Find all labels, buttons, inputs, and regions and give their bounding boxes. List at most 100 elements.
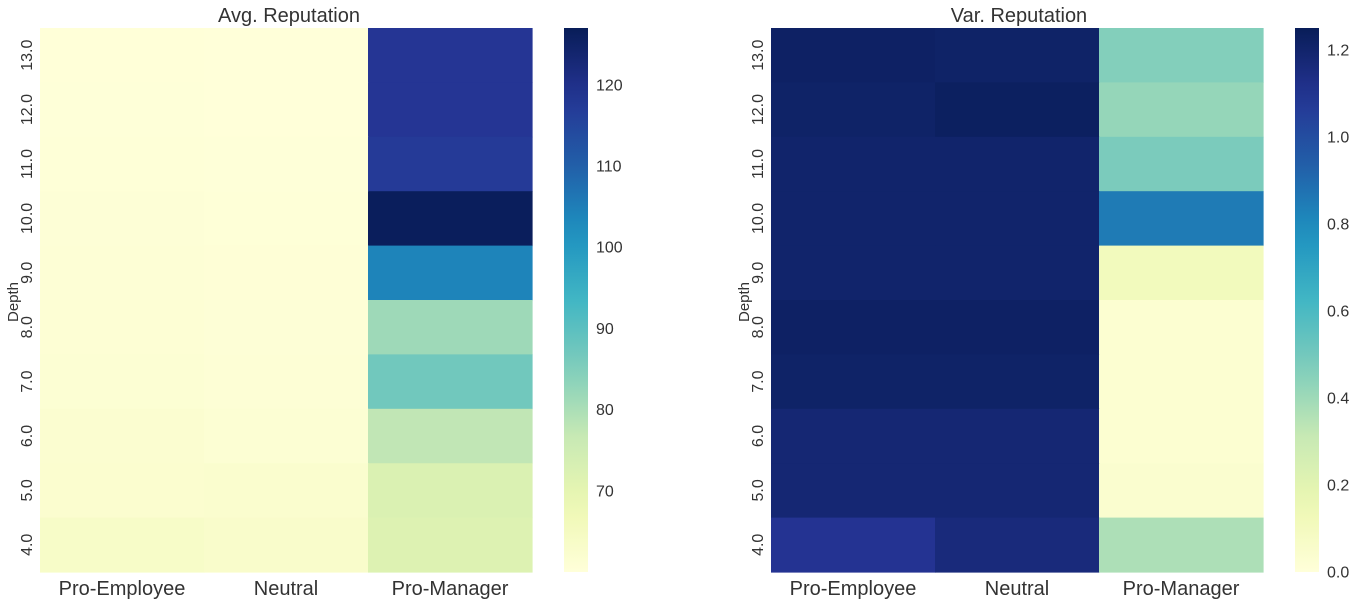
y-tick-label: 12.0	[19, 94, 36, 125]
x-tick-label: Pro-Employee	[59, 578, 186, 600]
colorbar-tick-label: 0.2	[1327, 478, 1349, 495]
y-tick-label: 5.0	[750, 479, 767, 501]
colorbar: 70 80 90 100 110 120	[564, 28, 623, 572]
heatmap-cell	[771, 82, 936, 138]
heatmap-cell	[40, 517, 205, 573]
y-tick-label: 12.0	[750, 94, 767, 125]
colorbar-gradient	[1295, 28, 1319, 572]
heatmap-cell	[368, 136, 533, 192]
y-tick-label: 4.0	[750, 534, 767, 556]
heatmap-cell	[368, 354, 533, 410]
y-tick-label: 13.0	[19, 40, 36, 71]
heatmap-cell	[204, 28, 369, 83]
heatmap-cell	[1099, 136, 1264, 192]
y-tick-label: 6.0	[750, 425, 767, 447]
y-tick-label: 11.0	[19, 149, 36, 179]
y-tick-label: 9.0	[19, 262, 36, 284]
y-tick-labels: 13.0 12.0 11.0 10.0 9.0 8.0 7.0 6.0 5.0 4.0	[750, 40, 767, 556]
x-tick-labels: Pro-Employee Neutral Pro-Manager	[59, 578, 509, 600]
heatmap-cell	[1099, 517, 1264, 573]
heatmap-cell	[368, 28, 533, 83]
y-tick-label: 7.0	[19, 370, 36, 392]
heatmap-cell	[1099, 463, 1264, 519]
heatmap-cell	[40, 463, 205, 519]
y-tick-label: 13.0	[750, 40, 767, 71]
colorbar-tick-label: 70	[596, 483, 614, 500]
heatmap-cell	[935, 354, 1100, 410]
heatmap-cell	[1099, 28, 1264, 83]
y-tick-label: 5.0	[19, 479, 36, 501]
chart-title: Var. Reputation	[951, 5, 1087, 27]
heatmap-cells	[771, 28, 1264, 573]
heatmap-cell	[935, 245, 1100, 301]
colorbar-tick-label: 0.8	[1327, 216, 1349, 233]
heatmap-cell	[1099, 245, 1264, 301]
heatmap-cell	[204, 354, 369, 410]
var-reputation-panel: Var. Reputation Depth 13.0 12.0 11.0 10.0 9.…	[736, 5, 1349, 600]
y-axis-label: Depth	[5, 282, 22, 322]
heatmap-cell	[40, 82, 205, 138]
heatmap-cell	[1099, 300, 1264, 355]
heatmap-cell	[40, 300, 205, 355]
avg-reputation-panel: Avg. Reputation Depth 13.0 12.0 11.0 10.0 9.…	[5, 5, 623, 600]
heatmap-cell	[204, 136, 369, 192]
heatmap-cell	[771, 245, 936, 301]
heatmap-cell	[368, 245, 533, 301]
heatmap-cell	[1099, 82, 1264, 138]
y-tick-label: 4.0	[19, 534, 36, 556]
colorbar-tick-label: 100	[596, 240, 623, 257]
x-tick-label: Neutral	[985, 578, 1049, 600]
heatmap-cell	[368, 408, 533, 464]
y-tick-label: 10.0	[750, 203, 767, 234]
heatmap-cell	[1099, 408, 1264, 464]
heatmap-cell	[935, 517, 1100, 573]
heatmap-cell	[40, 245, 205, 301]
heatmap-cell	[204, 191, 369, 247]
colorbar-tick-label: 0.4	[1327, 390, 1349, 407]
y-tick-label: 6.0	[19, 425, 36, 447]
heatmap-cell	[368, 463, 533, 519]
heatmap-cell	[368, 300, 533, 355]
heatmap-cell	[368, 82, 533, 138]
y-axis-label: Depth	[736, 282, 753, 322]
heatmap-cell	[935, 28, 1100, 83]
y-tick-label: 8.0	[19, 316, 36, 338]
heatmap-cell	[935, 408, 1100, 464]
heatmap-cell	[771, 300, 936, 355]
x-tick-labels: Pro-Employee Neutral Pro-Manager	[790, 578, 1240, 600]
heatmap-cell	[204, 463, 369, 519]
heatmap-cell	[771, 28, 936, 83]
heatmap-cell	[204, 300, 369, 355]
heatmap-cell	[204, 517, 369, 573]
x-tick-label: Pro-Manager	[1123, 578, 1240, 600]
heatmap-cell	[368, 517, 533, 573]
chart-title: Avg. Reputation	[218, 5, 360, 27]
y-tick-label: 10.0	[19, 203, 36, 234]
y-tick-label: 9.0	[750, 262, 767, 284]
heatmap-cell	[1099, 354, 1264, 410]
colorbar-tick-label: 0.0	[1327, 565, 1349, 582]
heatmap-cell	[368, 191, 533, 247]
x-tick-label: Neutral	[254, 578, 318, 600]
heatmap-cell	[204, 245, 369, 301]
heatmap-cells	[40, 28, 533, 573]
heatmap-cell	[935, 463, 1100, 519]
heatmap-cell	[771, 517, 936, 573]
heatmap-cell	[204, 408, 369, 464]
colorbar-tick-label: 80	[596, 402, 614, 419]
x-tick-label: Pro-Employee	[790, 578, 917, 600]
x-tick-label: Pro-Manager	[392, 578, 509, 600]
heatmap-cell	[771, 354, 936, 410]
y-tick-label: 7.0	[750, 370, 767, 392]
colorbar-tick-label: 90	[596, 321, 614, 338]
heatmap-cell	[40, 408, 205, 464]
y-tick-labels: 13.0 12.0 11.0 10.0 9.0 8.0 7.0 6.0 5.0 4.0	[19, 40, 36, 556]
colorbar: 0.0 0.2 0.4 0.6 0.8 1.0 1.2	[1295, 28, 1349, 582]
heatmap-cell	[204, 82, 369, 138]
y-tick-label: 11.0	[750, 149, 767, 179]
heatmap-cell	[771, 408, 936, 464]
colorbar-tick-label: 0.6	[1327, 303, 1349, 320]
colorbar-tick-label: 120	[596, 77, 623, 94]
heatmap-cell	[935, 82, 1100, 138]
